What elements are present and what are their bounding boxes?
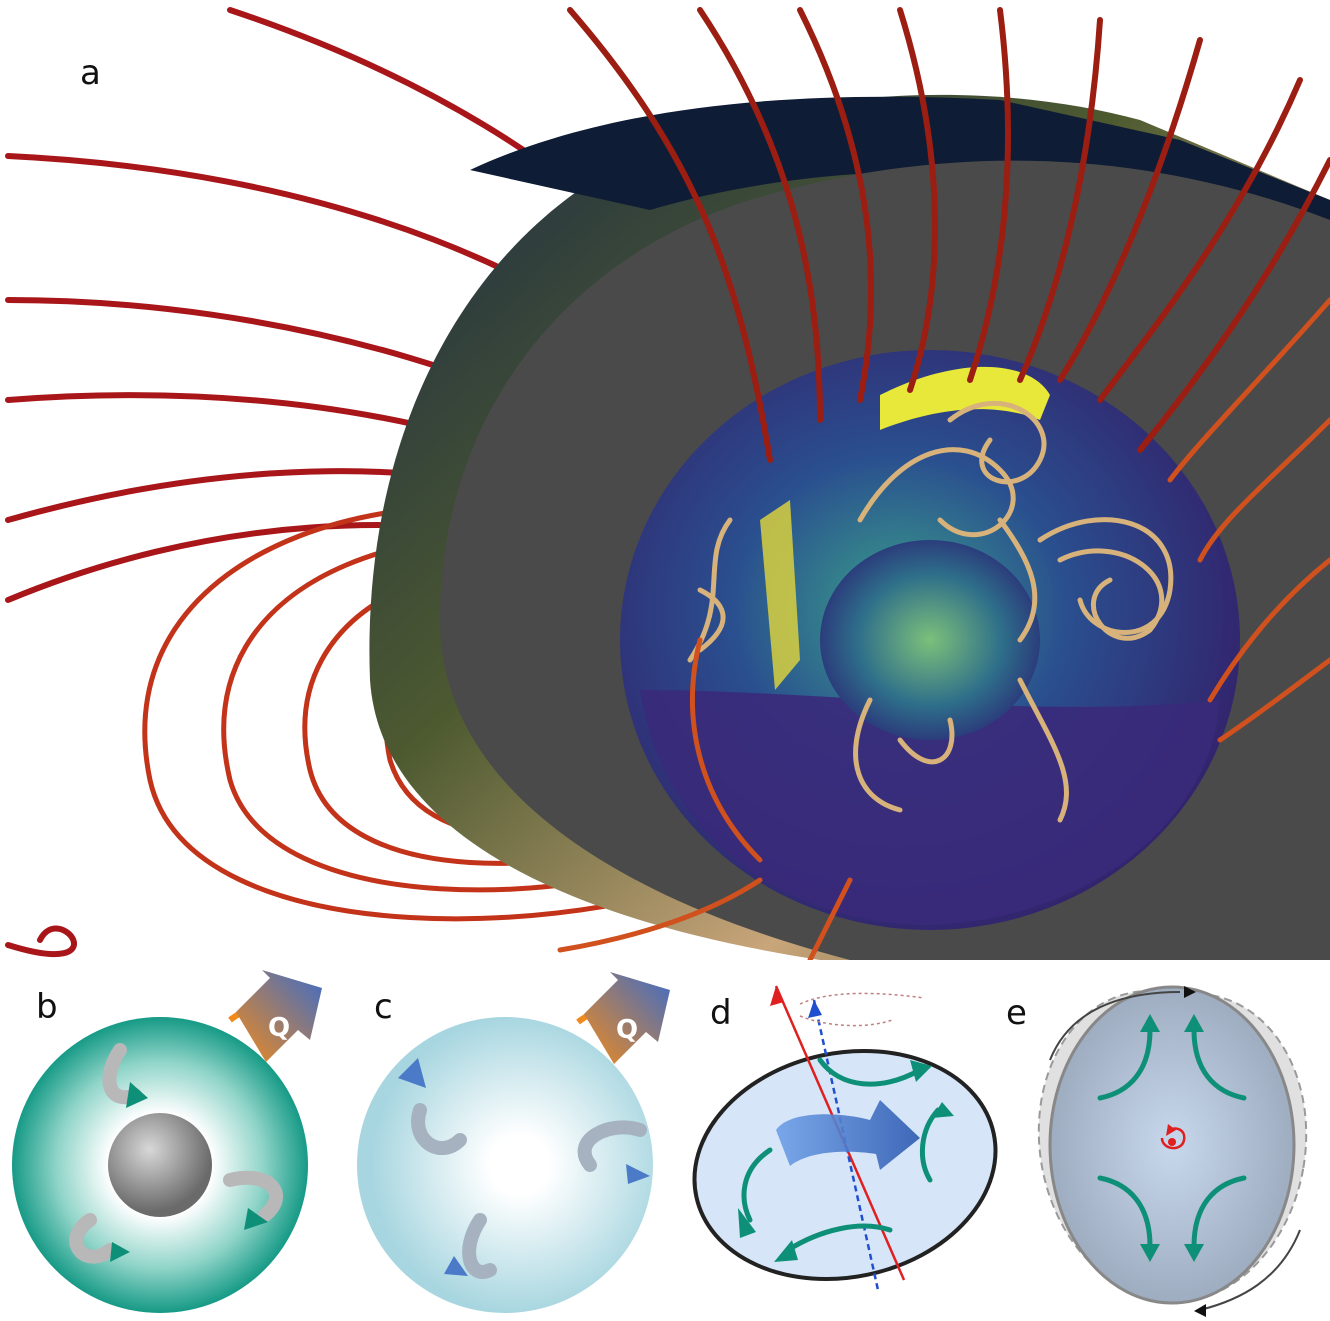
panel-label-b: b bbox=[36, 987, 58, 1027]
panel-label-a: a bbox=[80, 53, 101, 93]
spin-indicator bbox=[1160, 1124, 1186, 1150]
heat-flux-arrow: Q bbox=[228, 970, 322, 1062]
heat-flux-label: Q bbox=[268, 1013, 290, 1043]
libration-rotation-arrows bbox=[1049, 991, 1301, 1311]
libration-rotation-heads bbox=[1184, 986, 1206, 1317]
libration-diagram bbox=[1037, 985, 1308, 1317]
fluid-sphere bbox=[357, 1017, 653, 1313]
heat-flux-label: Q bbox=[616, 1015, 638, 1045]
panel-c: c Q bbox=[340, 970, 670, 1321]
precessing-ellipsoid bbox=[692, 1048, 998, 1282]
inner-core-ball bbox=[108, 1113, 212, 1217]
plume-arrow-heads bbox=[398, 1058, 650, 1276]
heat-flux-arrow: Q bbox=[576, 972, 670, 1064]
panel-label-e: e bbox=[1006, 993, 1027, 1033]
panel-d: d bbox=[680, 970, 1010, 1321]
flow-arrow-heads bbox=[738, 1060, 954, 1262]
ribbon-arrow bbox=[776, 1100, 920, 1170]
panel-a: a bbox=[5, 7, 1330, 960]
panel-e: e bbox=[1000, 970, 1330, 1321]
convection-plumes bbox=[411, 1103, 647, 1279]
convection-arrow-heads bbox=[110, 1082, 268, 1262]
inner-core bbox=[820, 540, 1040, 740]
panel-label-c: c bbox=[374, 987, 393, 1027]
convection-no-core-diagram: Q bbox=[357, 972, 670, 1313]
panel-b: b bbox=[0, 970, 330, 1321]
convection-shell-diagram: Q bbox=[12, 970, 322, 1313]
right-field-lines bbox=[557, 297, 1330, 960]
panel-label-d: d bbox=[710, 993, 732, 1033]
precession-diagram bbox=[692, 985, 998, 1291]
earth-cutaway-illustration bbox=[5, 7, 1330, 960]
strain-flow-heads bbox=[1140, 1014, 1204, 1262]
outer-field-lines-right bbox=[567, 7, 1330, 463]
outer-core bbox=[620, 350, 1240, 930]
strain-flow-arrows bbox=[1097, 1027, 1247, 1249]
